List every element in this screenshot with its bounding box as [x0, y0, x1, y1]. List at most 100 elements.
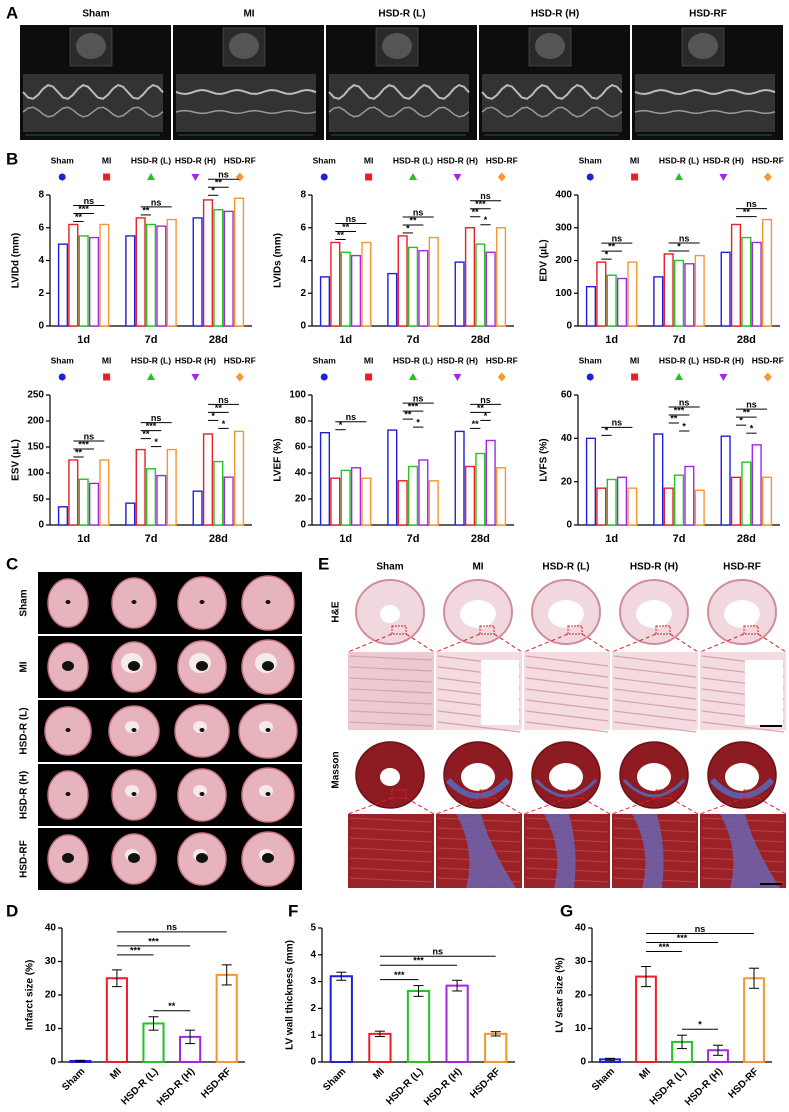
significance-label: * [698, 1020, 702, 1030]
legend-label: HSD-RF [486, 355, 518, 365]
bar [428, 236, 439, 327]
column-title: MI [243, 9, 254, 20]
fibrosis [445, 777, 511, 799]
echo-wave [175, 109, 317, 115]
significance-label: ** [404, 409, 412, 419]
significance-label: * [677, 241, 681, 251]
legend-label: Sham [579, 355, 603, 365]
legend-label: Sham [313, 355, 337, 365]
legend-marker [409, 373, 417, 380]
bar [454, 261, 465, 327]
significance-label: * [222, 419, 226, 429]
y-tick-label: 6 [300, 222, 306, 233]
tissue-fiber [525, 721, 609, 733]
legend-marker [675, 173, 683, 180]
scar-space [481, 660, 519, 725]
bar [330, 477, 341, 526]
x-tick-label: 1d [605, 533, 618, 545]
y-tick-label: 2 [310, 1003, 316, 1014]
he-lumen [460, 600, 496, 628]
echo-wave [175, 89, 317, 95]
lumen [128, 661, 140, 671]
zoom-box [655, 789, 671, 799]
y-tick-label: 20 [45, 990, 57, 1001]
zoom-box [391, 789, 407, 799]
y-tick-label: 2 [38, 288, 44, 299]
bar [606, 274, 617, 327]
lumen [265, 728, 271, 732]
significance-label: ns [612, 234, 623, 244]
panel-label: F [288, 901, 298, 920]
bar [596, 487, 607, 526]
significance-label: ns [151, 197, 162, 207]
legend-label: HSD-R (H) [437, 355, 478, 365]
fibrosis [534, 778, 598, 798]
y-tick-label: 30 [45, 956, 57, 967]
y-axis-label: LVIDd (mm) [11, 233, 22, 288]
infarct-area [259, 721, 273, 733]
x-tick-label: 1d [77, 334, 90, 346]
y-axis-label: LVIDs (mm) [273, 233, 284, 288]
significance-label: ** [472, 419, 480, 429]
lumen [199, 728, 205, 732]
panel-label: G [560, 901, 573, 920]
tissue-fiber [701, 721, 785, 733]
x-tick-label: HSD-R (L) [384, 1066, 425, 1107]
significance-label: *** [674, 405, 685, 415]
significance-label: *** [394, 970, 405, 980]
tissue-fiber [349, 688, 433, 694]
bar [751, 444, 762, 526]
bar [215, 973, 238, 1064]
column-title: Sham [376, 562, 403, 573]
y-tick-label: 40 [575, 923, 587, 934]
x-tick-label: MI [108, 1066, 124, 1082]
bar [57, 243, 69, 327]
legend-label: Sham [51, 355, 75, 365]
legend-marker [235, 372, 244, 382]
bar [428, 480, 439, 526]
tissue-fiber [349, 666, 433, 672]
legend-marker [320, 173, 328, 181]
significance-label: ** [342, 222, 350, 232]
zoom-guide [581, 633, 611, 653]
tissue-fiber [349, 867, 433, 873]
zoom-box [743, 625, 759, 635]
legend-label: HSD-R (L) [131, 355, 171, 365]
zoom-box [567, 625, 583, 635]
bar [761, 476, 773, 526]
significance-label: ns [679, 233, 690, 243]
bar [88, 236, 100, 327]
zoom-guide [757, 633, 787, 653]
legend-label: HSD-RF [486, 155, 518, 165]
scar-space [745, 660, 783, 725]
x-tick-label: Sham [60, 1066, 87, 1093]
x-tick-label: 1d [605, 334, 618, 346]
zoom-guide [347, 797, 393, 815]
bar [485, 251, 496, 327]
bar [350, 254, 362, 327]
echo-sector [229, 33, 259, 59]
significance-label: ns [480, 395, 491, 405]
zoom-box [743, 789, 759, 799]
legend-label: HSD-R (L) [659, 355, 699, 365]
y-tick-label: 6 [38, 222, 44, 233]
column-title: HSD-R (L) [542, 562, 589, 573]
legend-marker [409, 173, 417, 180]
significance-label: ns [346, 412, 357, 422]
legend-label: HSD-RF [752, 355, 784, 365]
x-tick-label: HSD-RF [726, 1066, 760, 1100]
x-tick-label: 28d [471, 533, 490, 545]
bar [653, 276, 664, 327]
legend-label: HSD-R (H) [175, 355, 216, 365]
significance-label: ns [346, 214, 357, 224]
bar [585, 437, 597, 526]
zoom-guide [699, 633, 745, 653]
zoom-box [655, 625, 671, 635]
x-tick-label: 7d [145, 334, 158, 346]
legend-label: MI [102, 355, 111, 365]
x-tick-label: 28d [471, 334, 490, 346]
bar [223, 476, 234, 526]
column-title: HSD-R (H) [630, 562, 678, 573]
lumen [262, 661, 274, 671]
bar [730, 476, 742, 526]
